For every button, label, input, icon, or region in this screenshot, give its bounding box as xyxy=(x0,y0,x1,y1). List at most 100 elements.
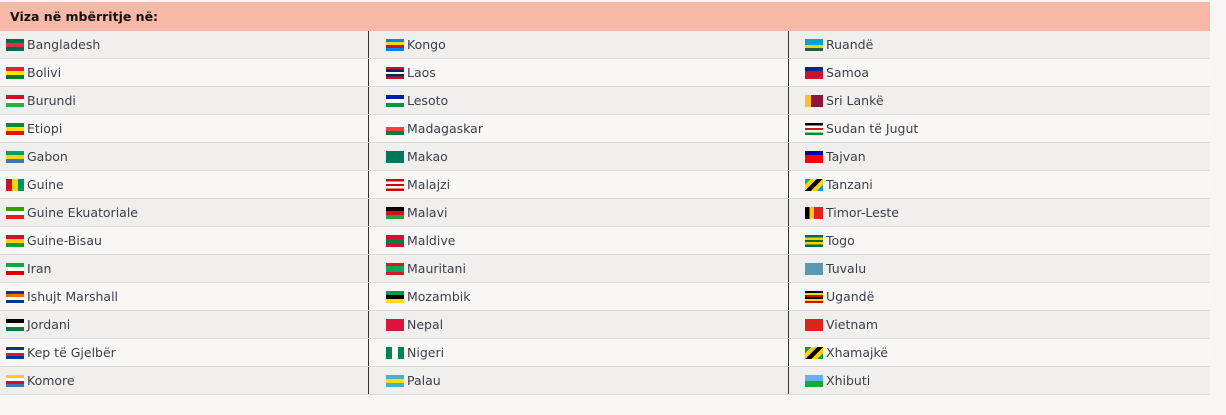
visa-on-arrival-table: Viza në mbërritje në: Bangladesh Kongo Rua… xyxy=(0,2,1210,395)
uganda-flag-icon xyxy=(805,290,823,303)
palau-flag-icon xyxy=(386,374,404,387)
country-name: Mozambik xyxy=(407,289,471,304)
table-row: Etiopi Madagaskar Sudan të Jugut xyxy=(0,115,1210,143)
malaysia-flag-icon xyxy=(386,178,404,191)
taiwan-flag-icon xyxy=(805,150,823,163)
table-row: Guine Malajzi Tanzani xyxy=(0,171,1210,199)
country-cell: Tanzani xyxy=(788,171,1210,198)
country-cell: Burundi xyxy=(0,87,368,114)
table-row: Iran Mauritani Tuvalu xyxy=(0,255,1210,283)
table-row: Jordani Nepal Vietnam xyxy=(0,311,1210,339)
guinea-flag-icon xyxy=(6,178,24,191)
gabon-flag-icon xyxy=(6,150,24,163)
country-name: Madagaskar xyxy=(407,121,483,136)
country-cell: Palau xyxy=(368,367,788,394)
lesotho-flag-icon xyxy=(386,94,404,107)
equatorial-guinea-flag-icon xyxy=(6,206,24,219)
country-name: Ugandë xyxy=(826,289,875,304)
country-name: Togo xyxy=(826,233,855,248)
country-cell: Nigeri xyxy=(368,339,788,366)
country-cell: Ishujt Marshall xyxy=(0,283,368,310)
country-cell: Xhibuti xyxy=(788,367,1210,394)
comoros-flag-icon xyxy=(6,374,24,387)
table-row: Burundi Lesoto Sri Lankë xyxy=(0,87,1210,115)
country-name: Makao xyxy=(407,149,448,164)
samoa-flag-icon xyxy=(805,66,823,79)
burundi-flag-icon xyxy=(6,94,24,107)
country-name: Laos xyxy=(407,65,436,80)
country-name: Guine Ekuatoriale xyxy=(27,205,138,220)
vietnam-flag-icon xyxy=(805,318,823,331)
country-name: Bangladesh xyxy=(27,37,101,52)
country-cell: Bangladesh xyxy=(0,31,368,58)
malawi-flag-icon xyxy=(386,206,404,219)
south-sudan-flag-icon xyxy=(805,122,823,135)
country-name: Kep të Gjelbër xyxy=(27,345,116,360)
country-cell: Komore xyxy=(0,367,368,394)
country-name: Iran xyxy=(27,261,52,276)
country-cell: Guine Ekuatoriale xyxy=(0,199,368,226)
sri-lanka-flag-icon xyxy=(805,94,823,107)
togo-flag-icon xyxy=(805,234,823,247)
table-header: Viza në mbërritje në: xyxy=(0,2,1210,31)
country-name: Lesoto xyxy=(407,93,449,108)
country-name: Sudan të Jugut xyxy=(826,121,919,136)
country-cell: Xhamajkë xyxy=(788,339,1210,366)
country-name: Jordani xyxy=(27,317,71,332)
ethiopia-flag-icon xyxy=(6,122,24,135)
country-name: Tuvalu xyxy=(826,261,867,276)
country-name: Nigeri xyxy=(407,345,445,360)
country-name: Xhamajkë xyxy=(826,345,888,360)
country-name: Timor-Leste xyxy=(826,205,899,220)
madagascar-flag-icon xyxy=(386,122,404,135)
jamaica-flag-icon xyxy=(805,346,823,359)
country-cell: Samoa xyxy=(788,59,1210,86)
country-cell: Makao xyxy=(368,143,788,170)
iran-flag-icon xyxy=(6,262,24,275)
country-name: Ruandë xyxy=(826,37,874,52)
country-name: Maldive xyxy=(407,233,456,248)
country-name: Ishujt Marshall xyxy=(27,289,119,304)
country-name: Guine xyxy=(27,177,64,192)
country-cell: Laos xyxy=(368,59,788,86)
nigeria-flag-icon xyxy=(386,346,404,359)
laos-flag-icon xyxy=(386,66,404,79)
country-cell: Ugandë xyxy=(788,283,1210,310)
country-name: Malajzi xyxy=(407,177,451,192)
country-name: Guine-Bisau xyxy=(27,233,102,248)
country-cell: Malavi xyxy=(368,199,788,226)
rwanda-flag-icon xyxy=(805,38,823,51)
table-row: Komore Palau Xhibuti xyxy=(0,367,1210,395)
country-name: Vietnam xyxy=(826,317,879,332)
country-cell: Iran xyxy=(0,255,368,282)
bolivia-flag-icon xyxy=(6,66,24,79)
country-cell: Sudan të Jugut xyxy=(788,115,1210,142)
mozambique-flag-icon xyxy=(386,290,404,303)
country-cell: Mauritani xyxy=(368,255,788,282)
country-cell: Jordani xyxy=(0,311,368,338)
tanzania-flag-icon xyxy=(805,178,823,191)
country-cell: Togo xyxy=(788,227,1210,254)
country-cell: Timor-Leste xyxy=(788,199,1210,226)
country-name: Burundi xyxy=(27,93,76,108)
country-name: Gabon xyxy=(27,149,68,164)
guinea-bissau-flag-icon xyxy=(6,234,24,247)
country-cell: Ruandë xyxy=(788,31,1210,58)
country-cell: Guine-Bisau xyxy=(0,227,368,254)
country-name: Samoa xyxy=(826,65,870,80)
country-name: Mauritani xyxy=(407,261,466,276)
mauritania-flag-icon xyxy=(386,262,404,275)
cape-verde-flag-icon xyxy=(6,346,24,359)
country-cell: Vietnam xyxy=(788,311,1210,338)
country-name: Etiopi xyxy=(27,121,63,136)
country-name: Malavi xyxy=(407,205,448,220)
country-cell: Malajzi xyxy=(368,171,788,198)
country-cell: Kongo xyxy=(368,31,788,58)
country-cell: Tuvalu xyxy=(788,255,1210,282)
bangladesh-flag-icon xyxy=(6,38,24,51)
country-cell: Sri Lankë xyxy=(788,87,1210,114)
country-name: Tanzani xyxy=(826,177,873,192)
table-row: Bangladesh Kongo Ruandë xyxy=(0,31,1210,59)
table-row: Bolivi Laos Samoa xyxy=(0,59,1210,87)
country-name: Nepal xyxy=(407,317,444,332)
